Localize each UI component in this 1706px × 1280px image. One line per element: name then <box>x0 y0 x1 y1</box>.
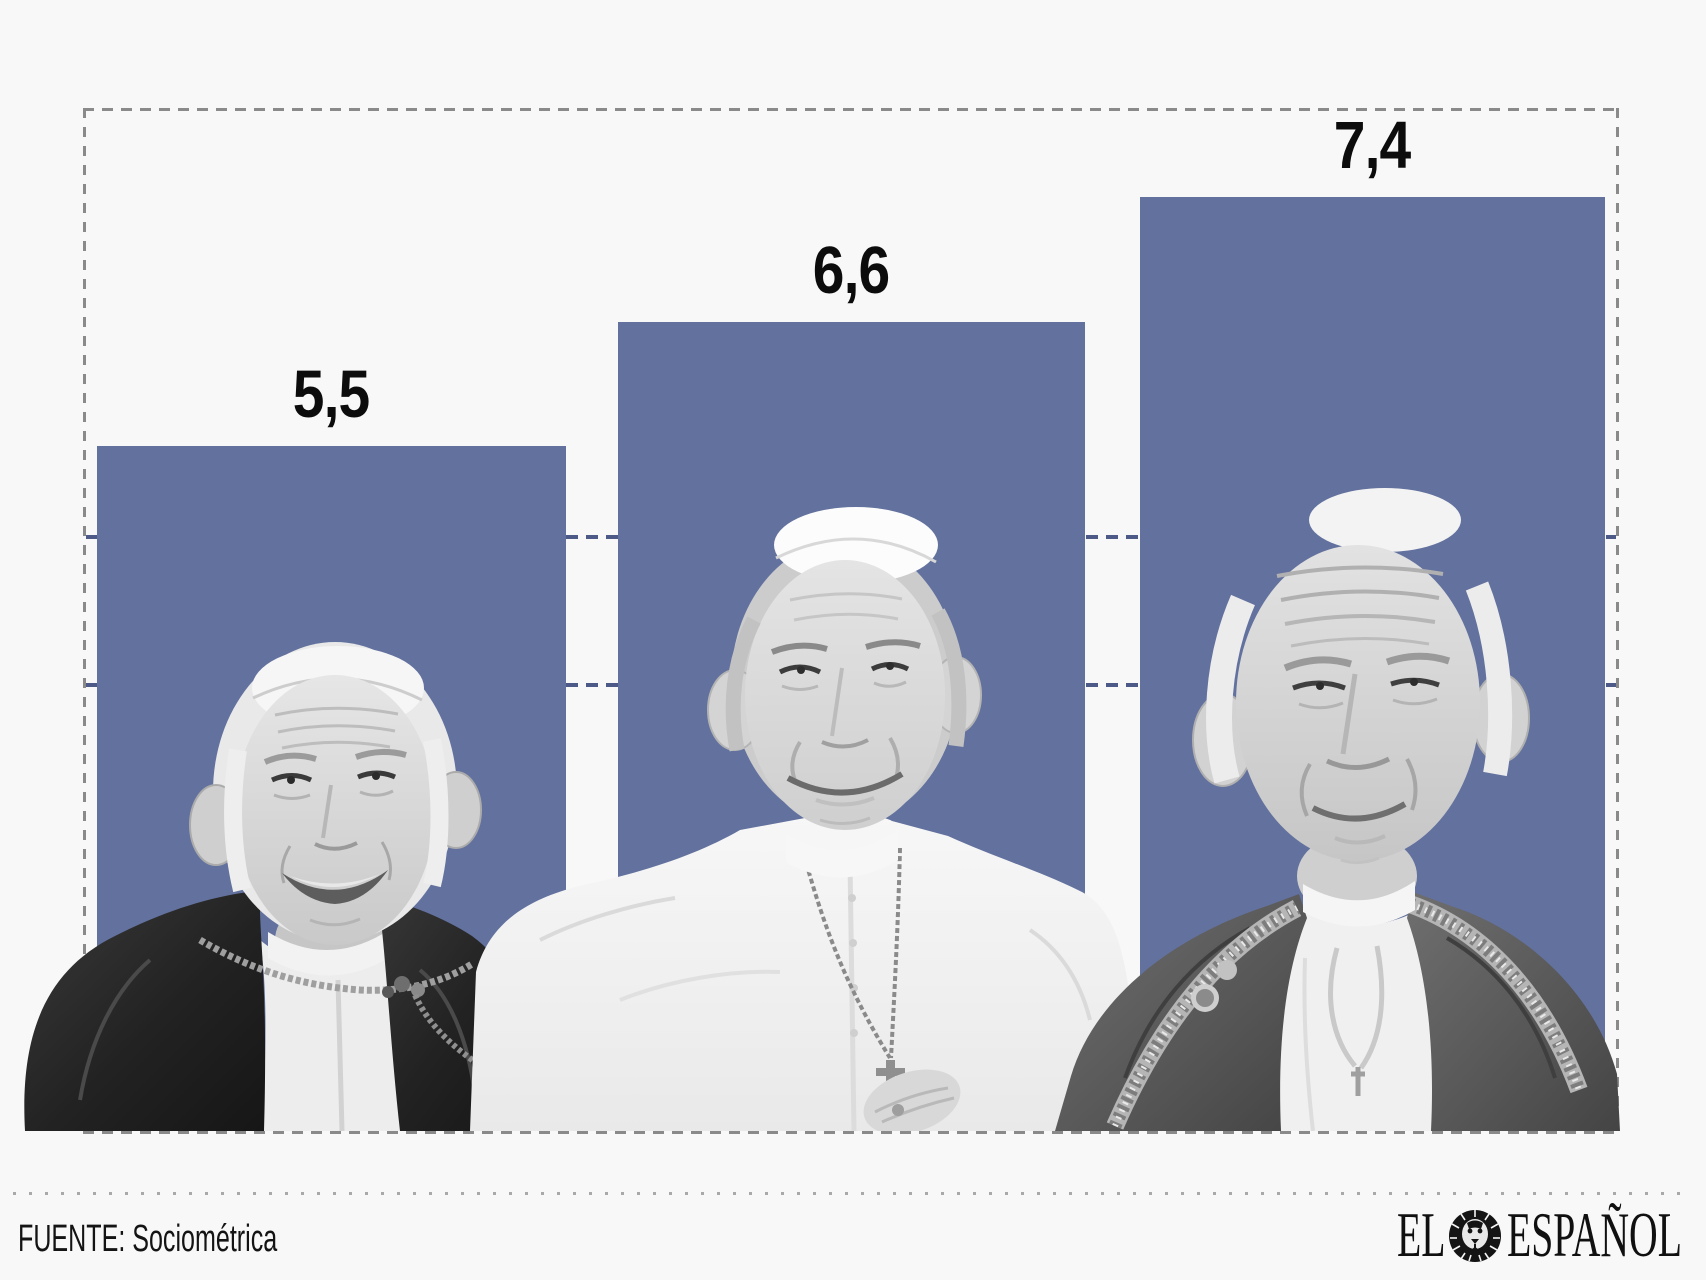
chart-frame-bottom <box>83 1131 1619 1134</box>
dotted-separator <box>13 1192 1693 1195</box>
photo-francis <box>470 500 1140 1131</box>
value-label-benedict: 5,5 <box>292 357 370 432</box>
logo-el-text: EL <box>1397 1199 1446 1270</box>
logo-espanol-text: ESPAÑOL <box>1507 1199 1682 1270</box>
photo-john-paul-ii <box>1055 478 1620 1131</box>
value-label-francis: 6,6 <box>812 233 890 308</box>
photo-benedict-xvi <box>20 640 540 1131</box>
source-label: FUENTE: Sociométrica <box>18 1218 278 1260</box>
value-label-john-paul-ii: 7,4 <box>1333 108 1411 183</box>
lion-head-icon <box>1447 1208 1503 1264</box>
chart-frame-left <box>83 108 86 1134</box>
chart-frame-right <box>1616 108 1619 1134</box>
chart-frame-top <box>83 108 1619 111</box>
